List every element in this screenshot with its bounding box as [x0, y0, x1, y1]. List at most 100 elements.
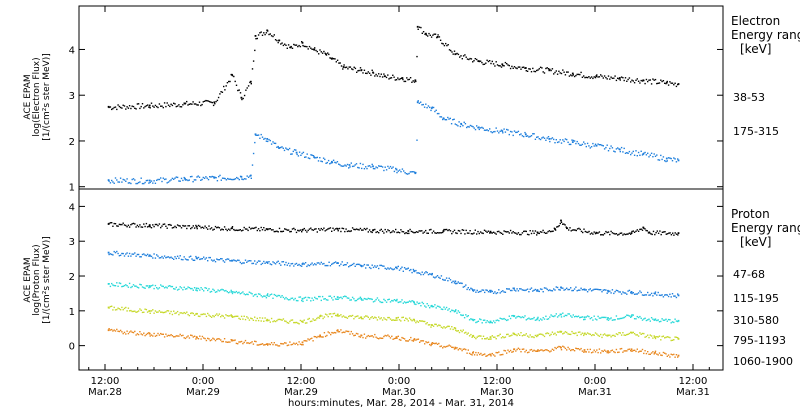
data-point: [166, 182, 168, 184]
data-point: [375, 336, 377, 338]
data-point: [201, 103, 203, 106]
data-point: [627, 290, 629, 292]
data-point: [472, 290, 475, 292]
data-point: [661, 80, 663, 83]
data-point: [336, 262, 339, 264]
data-point: [246, 175, 248, 177]
data-point: [131, 331, 133, 333]
data-point: [564, 224, 566, 226]
data-point: [667, 336, 670, 338]
data-point: [270, 263, 273, 266]
electron-channel-1-label: 38-53: [733, 91, 765, 104]
data-point: [121, 285, 123, 288]
data-point: [173, 336, 175, 338]
data-point: [507, 129, 509, 131]
data-point: [224, 177, 226, 180]
data-point: [584, 351, 586, 353]
data-point: [282, 230, 285, 232]
data-point: [195, 257, 198, 259]
data-point: [434, 33, 437, 35]
data-point: [576, 140, 578, 143]
data-point: [637, 151, 640, 154]
data-point: [345, 228, 347, 230]
data-point: [349, 315, 351, 317]
data-point: [460, 55, 462, 57]
data-point: [289, 320, 291, 323]
data-point: [152, 224, 154, 226]
data-point: [411, 339, 413, 342]
data-point: [672, 232, 674, 234]
data-point: [657, 159, 659, 161]
data-point: [575, 347, 577, 349]
data-point: [152, 284, 154, 286]
data-point: [114, 330, 117, 332]
data-point: [552, 230, 554, 232]
data-point: [256, 134, 258, 136]
data-point: [250, 260, 252, 262]
data-point: [563, 315, 565, 318]
data-point: [511, 232, 513, 234]
data-point: [360, 264, 363, 267]
data-point: [422, 232, 424, 234]
data-point: [412, 171, 414, 173]
data-point: [371, 69, 373, 71]
data-point: [588, 333, 590, 335]
data-point: [316, 317, 318, 320]
data-point: [572, 289, 574, 292]
data-point: [287, 299, 290, 301]
data-point: [166, 256, 168, 258]
data-point: [145, 222, 148, 225]
data-point: [148, 286, 150, 289]
data-point: [204, 287, 206, 289]
data-point: [387, 74, 389, 76]
data-point: [214, 291, 217, 293]
data-point: [443, 345, 445, 348]
proton-legend-unit: [keV]: [740, 235, 771, 249]
data-point: [285, 342, 287, 344]
data-point: [635, 334, 637, 336]
data-point: [220, 339, 222, 341]
proton-legend-subtitle: Energy ranges: [731, 221, 800, 235]
data-point: [314, 296, 316, 299]
data-point: [344, 66, 347, 69]
data-point: [162, 177, 164, 179]
data-point: [170, 224, 172, 226]
data-point: [127, 332, 130, 335]
data-point: [119, 282, 122, 285]
data-point: [301, 152, 303, 155]
data-point: [284, 228, 286, 230]
data-point: [455, 309, 457, 311]
data-point: [314, 319, 317, 321]
data-point: [440, 326, 443, 328]
data-point: [252, 319, 255, 321]
data-point: [487, 130, 490, 132]
data-point: [526, 135, 529, 137]
data-point: [157, 311, 159, 313]
data-point: [532, 67, 534, 70]
data-point: [322, 317, 324, 320]
data-point: [585, 333, 587, 336]
data-point: [143, 107, 145, 109]
data-point: [652, 78, 654, 80]
data-point: [128, 105, 131, 107]
y-tick-label-0: 1: [69, 183, 75, 194]
data-point: [422, 320, 425, 323]
data-point: [449, 328, 452, 330]
data-point: [179, 225, 181, 227]
data-point: [291, 228, 294, 230]
data-point: [602, 316, 604, 319]
data-point: [536, 350, 539, 352]
data-point: [662, 319, 665, 321]
data-point: [307, 264, 309, 266]
data-point: [193, 179, 196, 181]
data-point: [481, 61, 483, 64]
data-point: [371, 231, 373, 234]
data-point: [195, 255, 197, 258]
data-point: [342, 296, 345, 298]
data-point: [144, 225, 146, 228]
data-point: [365, 315, 367, 317]
data-point: [665, 353, 667, 355]
x-tick-time-label: 12:00: [679, 376, 708, 387]
data-point: [457, 281, 459, 283]
data-point: [372, 317, 375, 319]
